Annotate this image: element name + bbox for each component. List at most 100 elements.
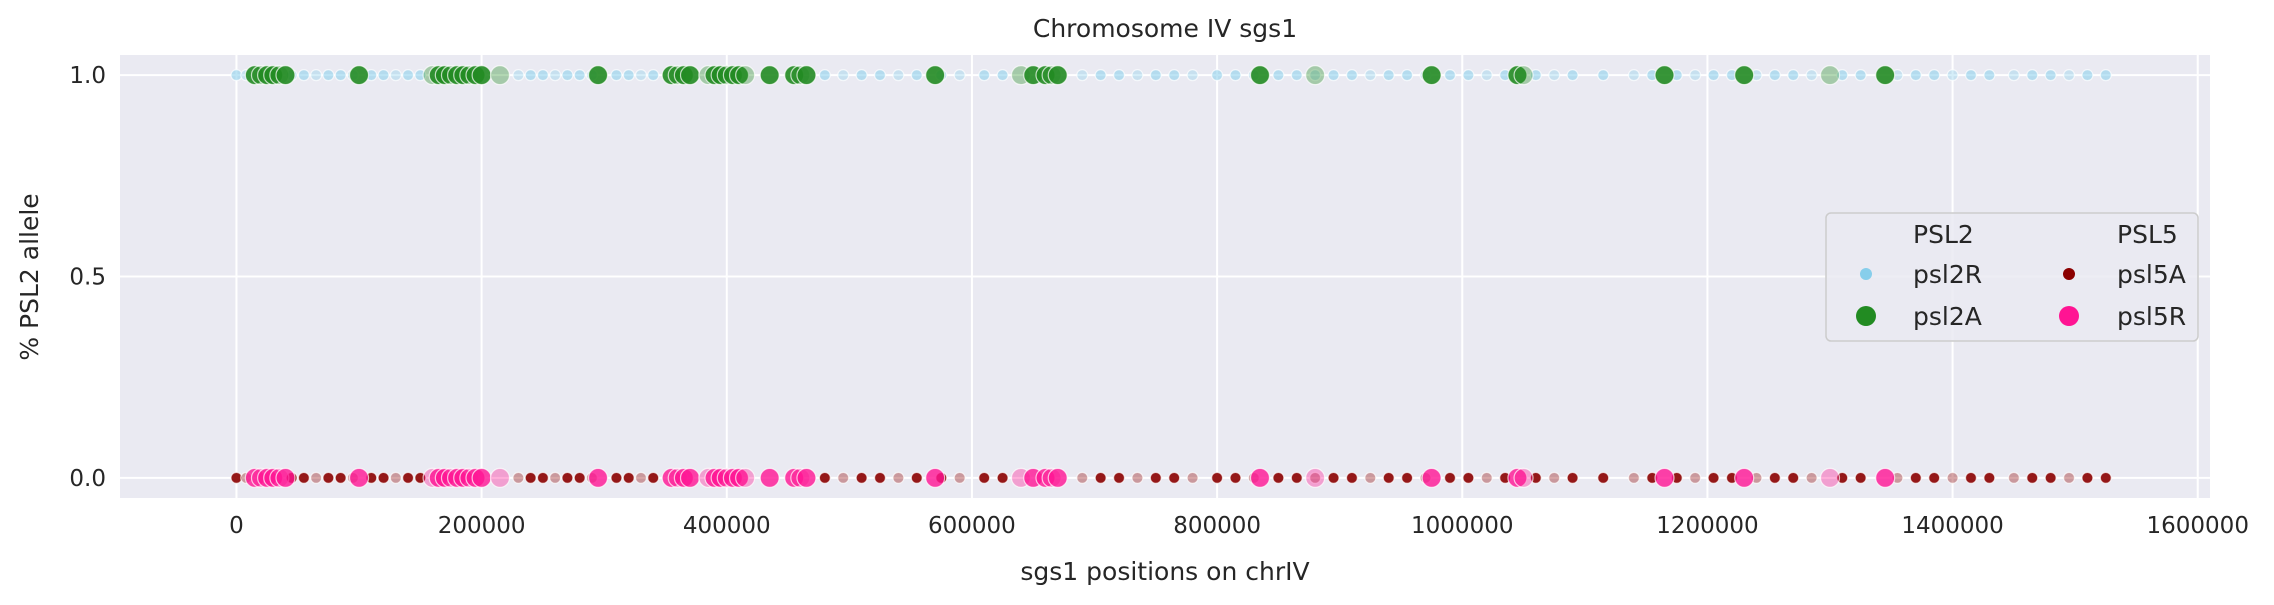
point-psl5R [759, 467, 780, 488]
point-psl2R [1229, 69, 1242, 82]
point-psl2R [873, 69, 887, 82]
point-psl5A [634, 471, 648, 484]
point-psl5A [1627, 471, 1640, 484]
point-psl2A [1047, 65, 1068, 86]
point-psl5A [1480, 471, 1493, 484]
y-tick-label: 0.0 [69, 466, 106, 492]
point-psl2A [1513, 65, 1534, 86]
point-psl5A [2044, 471, 2057, 484]
point-psl5A [310, 471, 323, 484]
point-psl2A [489, 65, 511, 86]
point-psl5R [728, 467, 750, 488]
y-tick-label: 1.0 [69, 63, 106, 89]
point-psl5A [297, 471, 310, 484]
point-psl2R [334, 69, 347, 82]
y-axis-label: % PSL2 allele [15, 193, 44, 360]
point-psl5A [1854, 471, 1867, 484]
point-psl2A [275, 65, 296, 86]
legend: PSL2 psl2R psl2A PSL5 psl5A psl5R [1825, 212, 2199, 342]
point-psl2A [728, 65, 750, 86]
point-psl5A [1909, 471, 1922, 484]
point-psl2R [297, 69, 310, 82]
point-psl2R [377, 69, 390, 82]
point-psl5A [910, 471, 923, 484]
point-psl5A [536, 471, 550, 484]
point-psl5R [275, 467, 296, 488]
x-axis-label: sgs1 positions on chrIV [1020, 557, 1309, 586]
point-psl2R [1909, 69, 1922, 82]
point-psl5A [1364, 471, 1377, 484]
point-psl5R [735, 467, 756, 488]
legend-label-psl2r: psl2R [1913, 260, 1982, 289]
legend-box [1825, 212, 2199, 342]
point-psl2R [1443, 69, 1457, 82]
point-psl2R [1112, 69, 1126, 82]
x-tick-label: 0 [229, 513, 244, 539]
point-psl2R [1689, 69, 1702, 82]
legend-label-psl5r: psl5R [2117, 302, 2186, 331]
point-psl2A [1249, 65, 1271, 86]
y-tick-labels: 0.0 0.5 1.0 [69, 63, 106, 492]
point-psl5A [2081, 471, 2094, 484]
point-psl5A [1964, 471, 1978, 484]
point-psl2R [561, 69, 574, 82]
point-psl5A [1946, 471, 1959, 484]
point-psl2R [1382, 69, 1395, 82]
point-psl5A [953, 471, 966, 484]
point-psl5A [1443, 471, 1457, 484]
point-psl5A [561, 471, 574, 484]
point-psl2R [389, 69, 402, 82]
point-psl5A [230, 471, 243, 484]
point-psl5A [2099, 471, 2112, 484]
point-psl5A [334, 471, 347, 484]
point-psl5R [1819, 467, 1841, 488]
x-tick-label: 1000000 [1411, 513, 1513, 539]
point-psl5A [1787, 471, 1800, 484]
x-tick-labels: 0 200000 400000 600000 800000 1000000 1200000 1… [229, 513, 2249, 539]
point-psl5A [1400, 471, 1414, 484]
point-psl5R [1875, 467, 1896, 488]
point-psl2R [1597, 69, 1610, 82]
point-psl2R [1548, 69, 1561, 82]
point-psl5A [1548, 471, 1561, 484]
point-psl5A [1210, 471, 1224, 484]
point-psl5A [1805, 471, 1818, 484]
point-psl2R [837, 69, 850, 82]
x-tick-label: 600000 [928, 513, 1016, 539]
point-psl5R [796, 467, 817, 488]
point-psl5A [1928, 471, 1941, 484]
point-psl2A [1507, 65, 1528, 86]
point-psl5A [2062, 471, 2076, 484]
point-psl5A [1327, 471, 1340, 484]
point-psl5A [647, 471, 660, 484]
point-psl2A [587, 65, 609, 86]
point-psl2R [1707, 69, 1720, 82]
point-psl2R [1983, 69, 1996, 82]
point-psl2R [1566, 69, 1579, 82]
point-psl5A [1462, 471, 1475, 484]
legend-title-psl5: PSL5 [2117, 220, 2178, 249]
point-psl2A [348, 65, 370, 86]
point-psl2R [892, 69, 905, 82]
point-psl5A [1131, 471, 1144, 484]
point-psl2A [1305, 65, 1326, 86]
x-tick-label: 1600000 [2147, 513, 2249, 539]
point-psl2R [610, 69, 623, 82]
point-psl2R [855, 69, 868, 82]
point-psl2R [978, 69, 991, 82]
legend-title-psl2: PSL2 [1913, 220, 1974, 249]
legend-label-psl2a: psl2A [1913, 302, 1982, 331]
legend-label-psl5a: psl5A [2117, 260, 2186, 289]
point-psl2A [796, 65, 817, 86]
point-psl5A [377, 471, 390, 484]
point-psl2A [471, 65, 492, 86]
point-psl2R [1131, 69, 1144, 82]
point-psl2R [622, 69, 635, 82]
point-psl2R [1309, 69, 1322, 82]
point-psl2R [1480, 69, 1493, 82]
y-tick-label: 0.5 [69, 265, 106, 291]
point-psl2R [2062, 69, 2076, 82]
point-psl2R [634, 69, 648, 82]
point-psl2R [1327, 69, 1340, 82]
point-psl5R [1047, 467, 1068, 488]
